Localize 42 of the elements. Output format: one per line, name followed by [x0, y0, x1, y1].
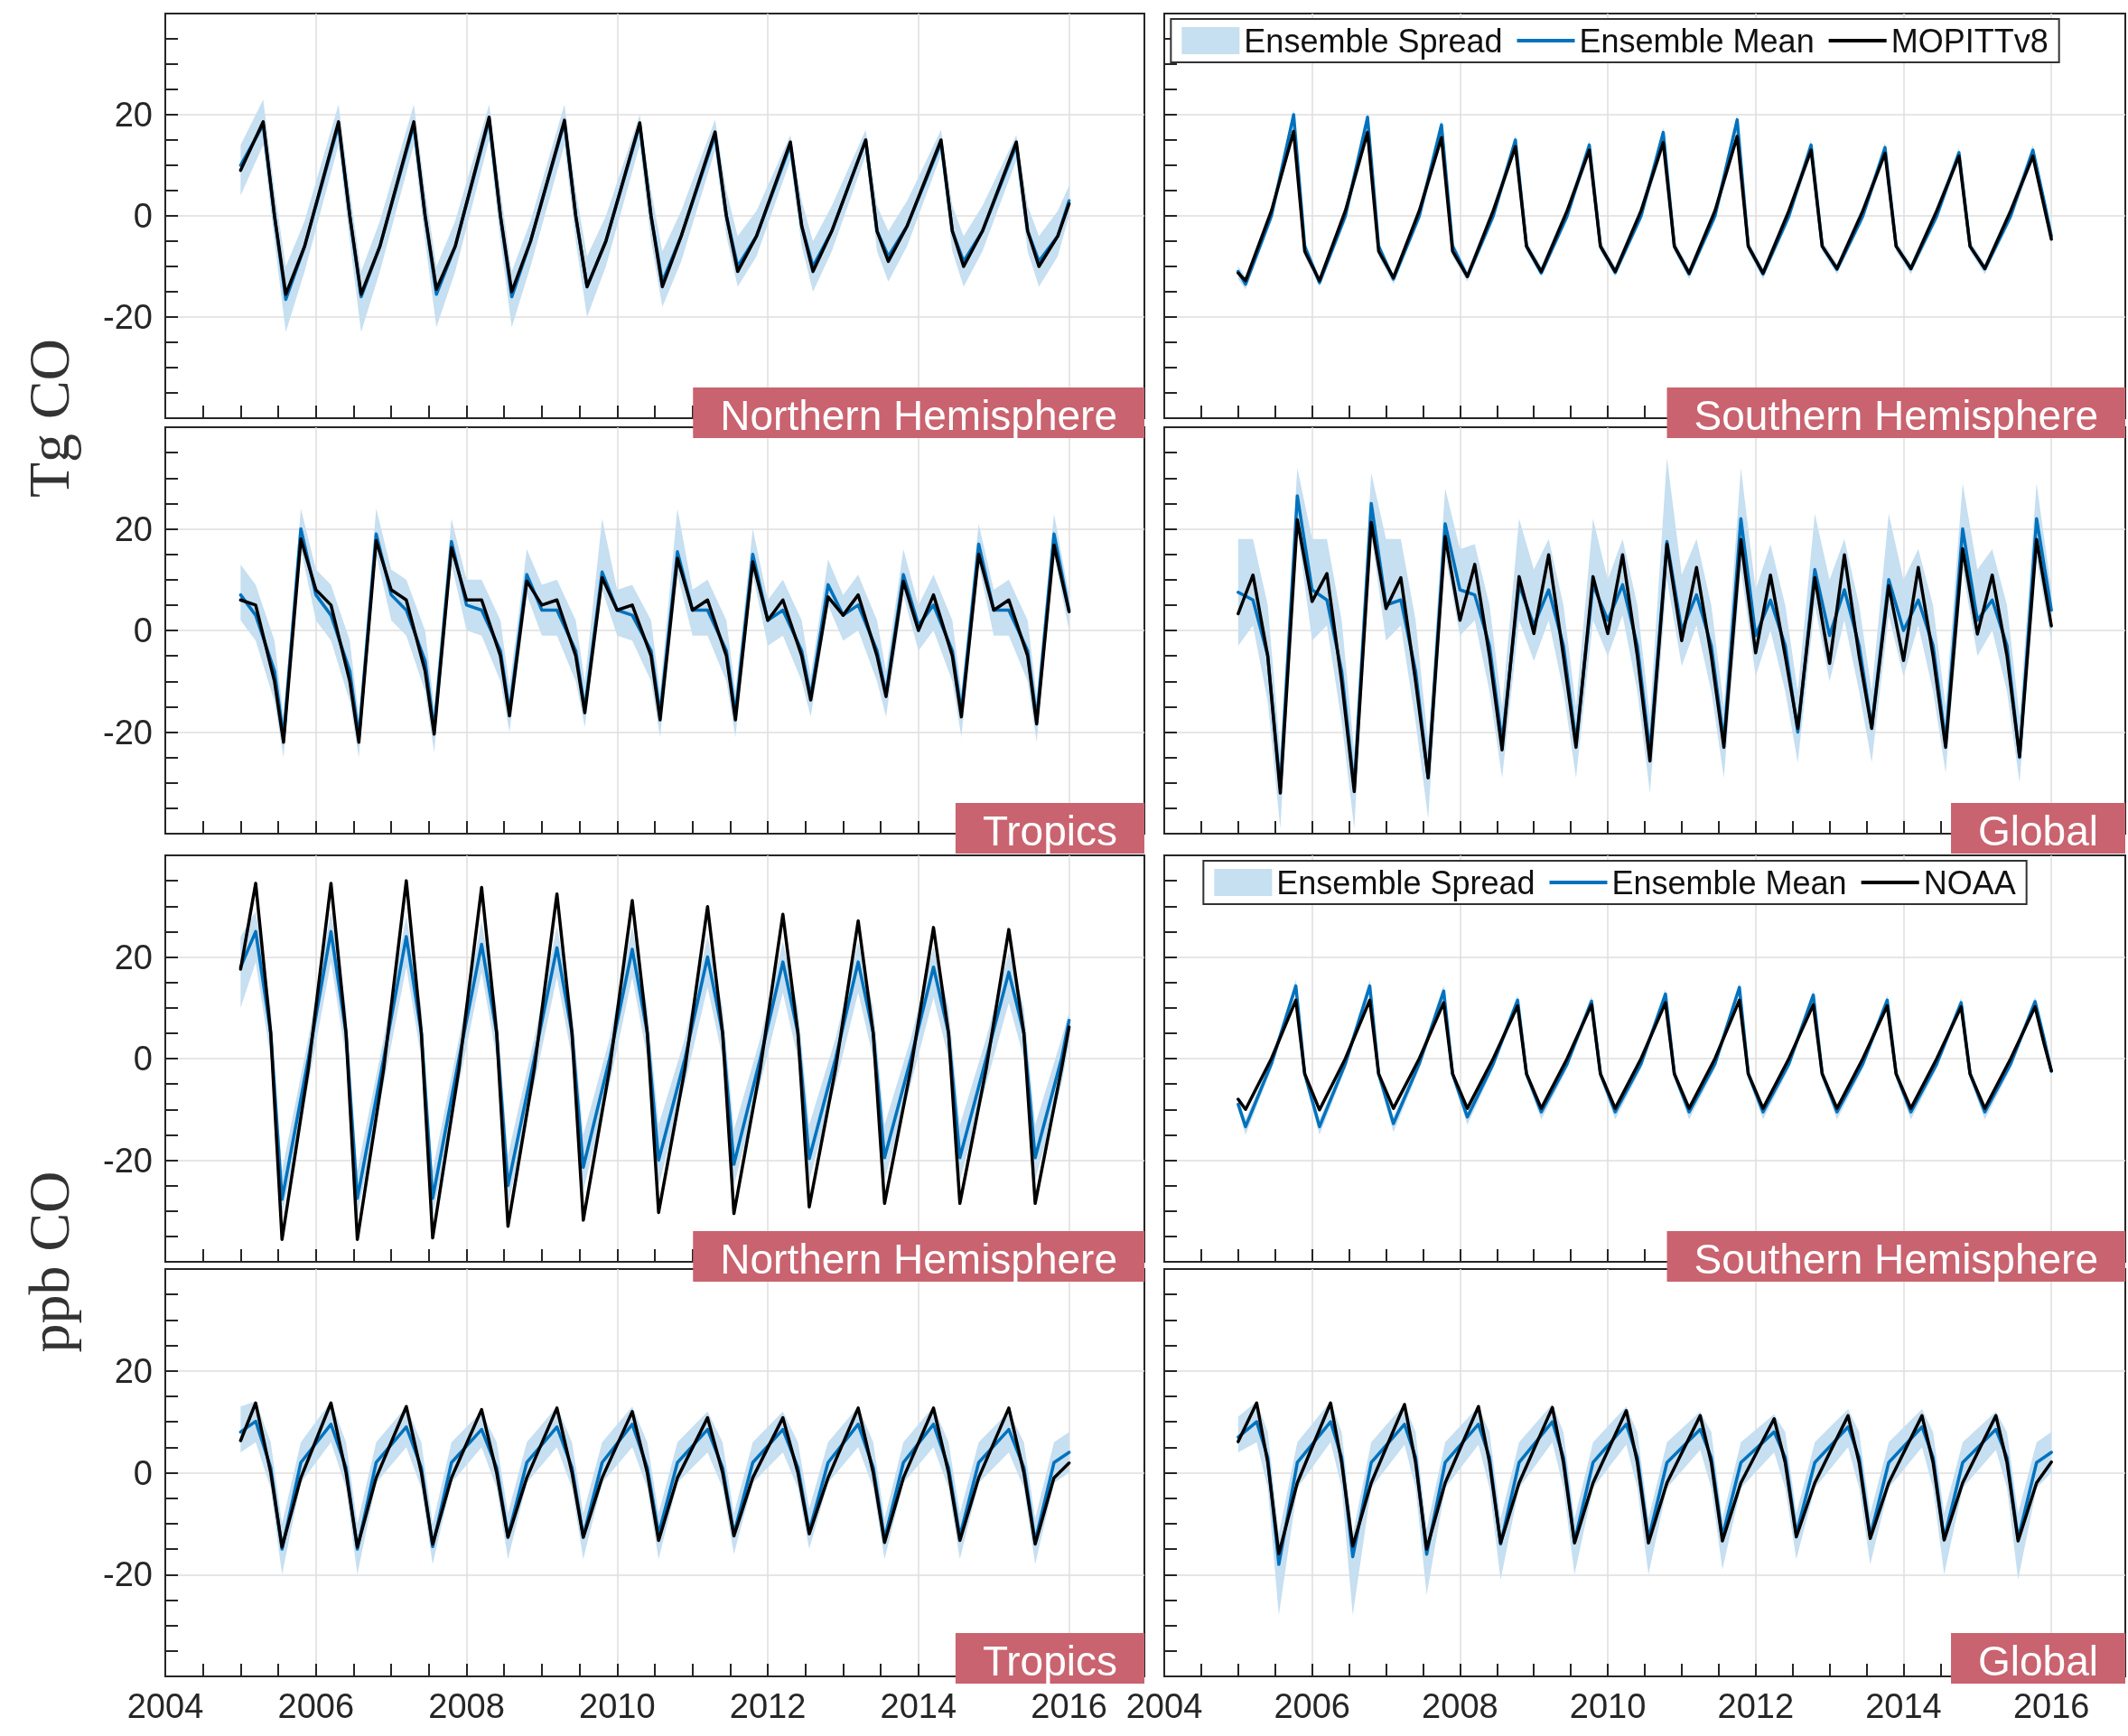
- x-tick-label: 2010: [1569, 1687, 1647, 1725]
- y-tick-label: -20: [103, 713, 153, 751]
- legend-label: NOAA: [1923, 863, 2016, 901]
- x-tick-label: 2012: [729, 1687, 807, 1725]
- annotation: Southern Hemisphere: [1694, 1236, 2098, 1283]
- annotation: Southern Hemisphere: [1694, 392, 2098, 439]
- legend-title: Ensemble Spread: [1244, 22, 1503, 60]
- x-tick-label: 2004: [1125, 1687, 1203, 1725]
- x-tick-label: 2006: [277, 1687, 355, 1725]
- x-tick-label: 2010: [579, 1687, 656, 1725]
- y-tick-label: 0: [133, 1453, 153, 1492]
- x-tick-label: 2016: [2012, 1687, 2090, 1725]
- y-tick-label: 0: [133, 197, 153, 235]
- y-tick-label: 20: [114, 938, 153, 976]
- x-tick-label: 2004: [126, 1687, 204, 1725]
- y-tick-label: -20: [103, 1555, 153, 1594]
- x-tick-label: 2014: [880, 1687, 957, 1725]
- x-tick-label: 2014: [1865, 1687, 1942, 1725]
- legend-title: Ensemble Spread: [1276, 863, 1535, 901]
- y-tick-label: 20: [114, 96, 153, 134]
- x-tick-label: 2008: [1422, 1687, 1498, 1725]
- x-tick-label: 2006: [1274, 1687, 1350, 1725]
- annotation: Global: [1978, 807, 2098, 854]
- y-tick-label: 0: [133, 1040, 153, 1078]
- legend-label: Ensemble Mean: [1611, 863, 1847, 901]
- y-axis-title: Tg CO: [16, 339, 82, 498]
- y-tick-label: 0: [133, 611, 153, 649]
- annotation: Northern Hemisphere: [720, 392, 1118, 439]
- y-tick-label: -20: [103, 298, 153, 336]
- y-tick-label: 20: [114, 509, 153, 548]
- annotation: Global: [1978, 1638, 2098, 1685]
- y-tick-label: -20: [103, 1141, 153, 1180]
- legend-label: MOPITTv8: [1890, 22, 2049, 60]
- annotation: Northern Hemisphere: [720, 1236, 1118, 1283]
- y-tick-label: 20: [114, 1351, 153, 1390]
- x-tick-label: 2012: [1717, 1687, 1795, 1725]
- y-axis-title: ppb CO: [16, 1171, 82, 1353]
- x-tick-label: 2008: [428, 1687, 505, 1725]
- annotation: Tropics: [982, 807, 1118, 854]
- annotation: Tropics: [982, 1638, 1118, 1685]
- legend-label: Ensemble Mean: [1579, 22, 1815, 60]
- x-tick-label: 2016: [1031, 1687, 1107, 1725]
